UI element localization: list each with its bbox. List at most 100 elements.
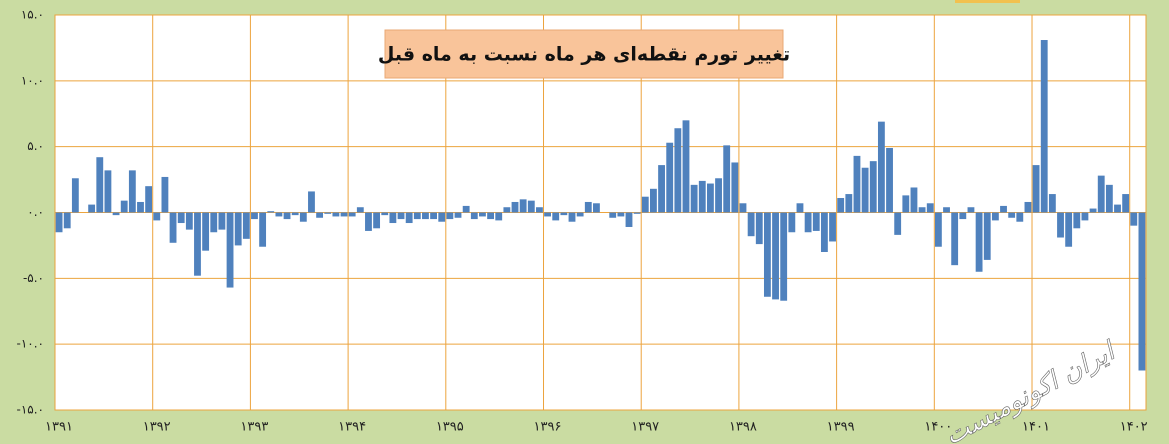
x-tick-label: ۱۳۹۹: [827, 420, 855, 435]
bar: [772, 212, 779, 300]
bar: [405, 212, 413, 224]
bar: [536, 207, 543, 213]
bar: [389, 212, 397, 224]
bar: [1024, 201, 1032, 213]
bar: [470, 212, 478, 220]
bar: [690, 184, 698, 213]
bar: [609, 212, 617, 218]
bar: [324, 212, 332, 214]
bar: [226, 212, 234, 288]
bar: [560, 212, 568, 216]
bar: [275, 212, 283, 217]
bar: [934, 212, 942, 247]
bar: [340, 212, 348, 217]
bar: [731, 162, 739, 213]
x-tick-label: ۱۴۰۲: [1120, 420, 1148, 435]
bar: [104, 170, 112, 213]
bar: [356, 207, 364, 213]
bar: [55, 212, 63, 233]
bar: [633, 212, 641, 214]
bar: [71, 178, 79, 213]
bar: [910, 187, 918, 213]
bar: [943, 207, 950, 213]
bar: [365, 212, 372, 231]
bar: [983, 212, 991, 260]
bar: [763, 212, 771, 297]
labels: -۱۵.۰ -۱۰.۰ -۵.۰ ۰.۰ ۵.۰ ۱۰.۰ ۱۵.۰ ۱۳۹۱ ۱۳۹۲ ۱۳۹۳…: [17, 8, 1148, 435]
bar: [299, 212, 307, 222]
bar: [430, 212, 438, 220]
bar: [991, 212, 999, 221]
y-tick-label: ۰.۰: [27, 205, 44, 219]
bar: [462, 205, 470, 213]
chart-title: تغییر تورم نقطه‌ای هر ماه نسبت به ماه قب…: [378, 44, 790, 66]
x-tick-label: ۱۳۹۲: [143, 420, 171, 435]
bar: [202, 212, 210, 251]
bar: [625, 212, 633, 227]
bar: [145, 186, 153, 213]
bar: [926, 203, 934, 213]
bar: [96, 157, 104, 213]
y-tick-label: -۵.۰: [23, 271, 44, 285]
bar: [723, 145, 731, 213]
bar: [837, 198, 845, 213]
bar: [877, 121, 885, 213]
x-tick-label: ۱۳۹۶: [534, 420, 562, 435]
bar: [951, 212, 959, 266]
bar: [120, 200, 128, 213]
bar: [739, 203, 747, 213]
x-tick-label: ۱۳۹۸: [729, 420, 757, 435]
bar: [975, 212, 983, 272]
x-tick-label: ۱۳۹۷: [631, 420, 659, 435]
y-tick-label: ۱۰.۰: [21, 73, 44, 87]
bar: [1048, 194, 1056, 213]
bar: [1081, 212, 1089, 221]
bar: [650, 188, 657, 213]
bar: [234, 212, 242, 246]
bar: [218, 212, 226, 230]
bar: [902, 195, 910, 213]
bar: [438, 212, 446, 222]
y-tick-label: -۱۰.۰: [17, 337, 44, 351]
bar: [185, 212, 193, 230]
bar: [503, 207, 511, 213]
bar: [568, 212, 576, 222]
bar: [617, 212, 625, 217]
bar: [552, 212, 560, 221]
bar: [959, 212, 967, 220]
bar: [1065, 212, 1073, 247]
bar: [137, 201, 144, 213]
bar: [169, 212, 177, 243]
bar: [544, 212, 551, 217]
bar: [1000, 205, 1007, 213]
bar: [267, 211, 275, 213]
bar: [1040, 40, 1048, 213]
bar: [413, 212, 421, 220]
decor: [955, 0, 1020, 3]
bar: [698, 180, 706, 213]
bar: [584, 201, 592, 213]
bar: [527, 200, 535, 213]
bar: [641, 196, 649, 213]
bar: [1073, 212, 1081, 229]
bar: [511, 201, 519, 213]
x-tick-label: ۱۳۹۱: [45, 420, 73, 435]
bar: [674, 128, 682, 213]
bar: [251, 212, 258, 220]
bar: [259, 212, 267, 247]
bar: [967, 207, 975, 213]
bar: [812, 212, 820, 231]
bar: [210, 212, 218, 233]
bar: [682, 120, 690, 213]
bar: [242, 212, 250, 239]
bar: [397, 212, 405, 220]
bar: [820, 212, 828, 252]
bar: [796, 203, 804, 213]
bar: [291, 212, 299, 216]
bar: [332, 212, 340, 217]
bar: [853, 155, 861, 213]
bar: [112, 212, 120, 216]
bar: [519, 199, 527, 213]
bar: [454, 212, 462, 218]
